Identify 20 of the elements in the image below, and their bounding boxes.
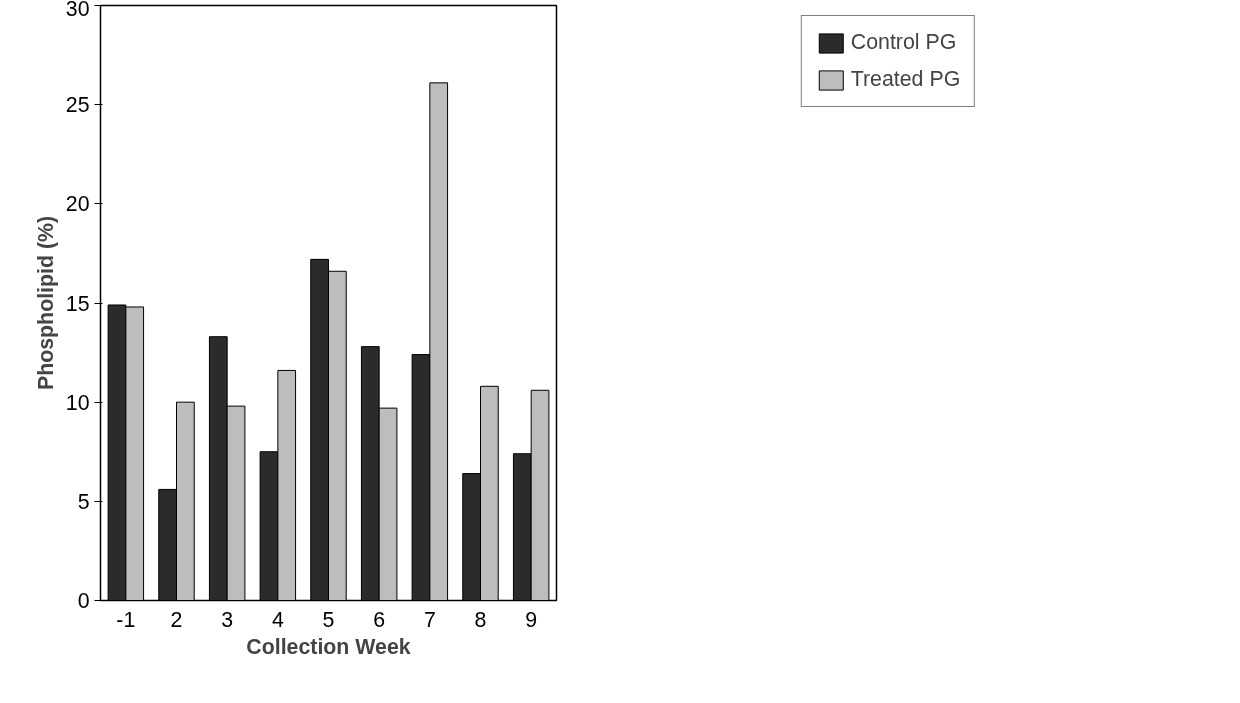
y-tick-label: 0 — [77, 589, 90, 613]
x-tick-label: 7 — [423, 607, 436, 632]
legend-label: Treated PG — [850, 67, 961, 92]
legend-label: Control PG — [850, 30, 957, 55]
y-tick-label: 30 — [65, 0, 90, 21]
x-tick-label: 3 — [221, 607, 234, 632]
x-tick-label: 4 — [271, 607, 284, 632]
y-tick-label: 5 — [77, 489, 90, 514]
x-axis-title: Collection Week — [246, 634, 411, 659]
y-axis-title: Phospholipid (%) — [33, 215, 58, 391]
y-tick-label: 10 — [65, 390, 90, 415]
x-tick-label: 2 — [170, 607, 183, 632]
x-tick-label: -1 — [116, 607, 136, 632]
x-tick-label: 9 — [525, 607, 538, 632]
x-tick-label: 6 — [373, 607, 386, 632]
y-tick-label: 15 — [65, 291, 90, 316]
y-tick-label: 25 — [65, 93, 90, 118]
x-tick-label: 5 — [322, 607, 335, 632]
y-tick-label: 20 — [65, 192, 90, 217]
x-tick-label: 8 — [474, 607, 487, 632]
